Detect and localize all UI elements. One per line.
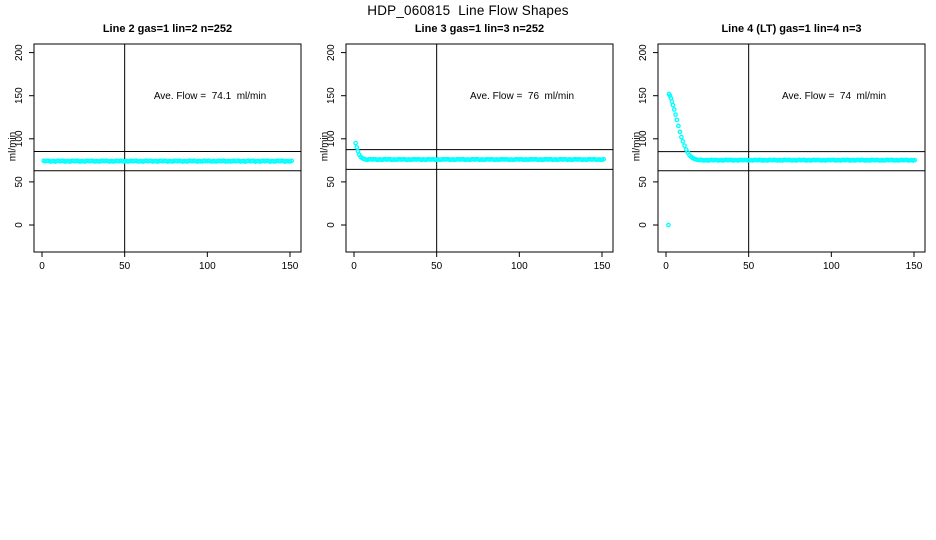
svg-text:0: 0: [351, 261, 357, 272]
svg-text:200: 200: [14, 44, 25, 61]
flow-plot-canvas-line-3: 0 50 100 150 0 50 100 150 200: [326, 43, 614, 272]
svg-text:150: 150: [906, 261, 923, 272]
ave-flow-annotation: Ave. Flow = 76 ml/min: [469, 91, 575, 102]
ave-flow-annotation: Ave. Flow = 74 ml/min: [781, 91, 887, 102]
y-axis-label: ml/min: [631, 131, 643, 162]
y-axis-label: ml/min: [7, 131, 19, 162]
ave-flow-annotation: Ave. Flow = 74.1 ml/min: [153, 91, 267, 102]
svg-text:100: 100: [326, 130, 337, 147]
panel-title: Line 2 gas=1 lin=2 n=252: [102, 23, 233, 35]
panel-line-4: 0 50 100 150 0 50 100 150 200 Line 4 (LT) gas=1 …: [624, 0, 936, 290]
figure-title: HDP_060815 Line Flow Shapes: [367, 3, 569, 18]
svg-text:0: 0: [638, 222, 649, 228]
svg-text:0: 0: [14, 222, 25, 228]
svg-text:100: 100: [199, 261, 216, 272]
svg-text:50: 50: [119, 261, 131, 272]
svg-text:50: 50: [743, 261, 755, 272]
panel-title: Line 3 gas=1 lin=3 n=252: [414, 23, 545, 35]
svg-text:150: 150: [14, 87, 25, 104]
panel-line-2: 0 50 100 150 0 50 100 150 200 Line 2 gas=1 lin=2…: [0, 0, 312, 290]
panel-title: Line 4 (LT) gas=1 lin=4 n=3: [721, 23, 862, 35]
svg-text:150: 150: [638, 87, 649, 104]
svg-text:150: 150: [594, 261, 611, 272]
svg-text:150: 150: [326, 87, 337, 104]
svg-text:200: 200: [326, 44, 337, 61]
panel-line-3: 0 50 100 150 0 50 100 150 200 Line 3 gas=1 lin=3…: [312, 0, 624, 290]
svg-text:50: 50: [638, 176, 649, 188]
svg-text:0: 0: [326, 222, 337, 228]
svg-text:50: 50: [14, 176, 25, 188]
flow-plot-canvas-line-4: 0 50 100 150 0 50 100 150 200: [638, 43, 926, 272]
svg-text:100: 100: [14, 130, 25, 147]
svg-text:100: 100: [511, 261, 528, 272]
flow-plot-canvas-line-2: 0 50 100 150 0 50 100 150 200: [14, 43, 302, 272]
svg-text:100: 100: [638, 130, 649, 147]
svg-text:150: 150: [282, 261, 299, 272]
svg-text:0: 0: [663, 261, 669, 272]
svg-text:100: 100: [823, 261, 840, 272]
svg-text:50: 50: [326, 176, 337, 188]
svg-text:50: 50: [431, 261, 443, 272]
svg-text:200: 200: [638, 44, 649, 61]
y-axis-label: ml/min: [319, 131, 331, 162]
svg-text:0: 0: [39, 261, 45, 272]
